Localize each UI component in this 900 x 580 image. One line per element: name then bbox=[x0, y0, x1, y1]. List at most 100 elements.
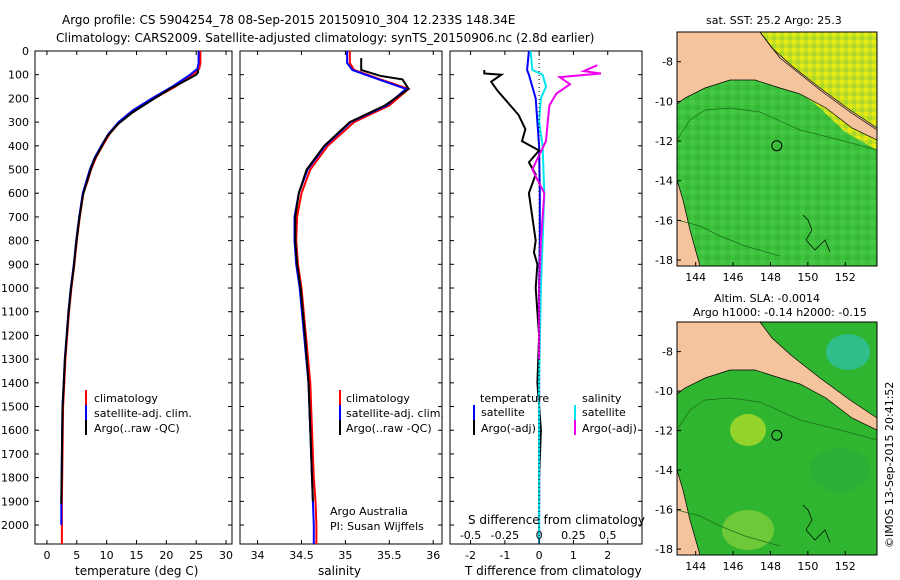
depth-tick-label: 2000 bbox=[1, 519, 29, 532]
lon-tick-label: 148 bbox=[760, 271, 781, 284]
depth-tick-label: 800 bbox=[8, 235, 29, 248]
difference-panel-frame bbox=[449, 50, 643, 545]
annotation-argo-australia: Argo Australia bbox=[330, 505, 408, 518]
depth-tick-label: 600 bbox=[8, 187, 29, 200]
lon-tick-label: 150 bbox=[797, 560, 818, 573]
difference-x-label-top: S difference from climatology bbox=[468, 513, 645, 527]
difference-x-label: T difference from climatology bbox=[464, 564, 642, 578]
depth-axis: 0 100 200 300 400 500 600 700 800 900 1000 1100 1200… bbox=[1, 45, 642, 532]
depth-tick-label: 200 bbox=[8, 92, 29, 105]
sla-land-png bbox=[677, 322, 877, 431]
sla-high-anomaly bbox=[722, 510, 774, 550]
lat-tick-label: -16 bbox=[655, 214, 673, 227]
depth-tick-label: 1700 bbox=[1, 448, 29, 461]
lon-tick-label: 144 bbox=[685, 560, 706, 573]
depth-tick-label: 0 bbox=[22, 45, 29, 58]
legend-label-s-satellite: satellite bbox=[582, 406, 626, 419]
depth-tick-label: 500 bbox=[8, 164, 29, 177]
x-tick-label: 25 bbox=[189, 549, 203, 562]
salinity-series bbox=[293, 51, 411, 544]
lat-tick-label: -14 bbox=[655, 464, 673, 477]
x-tick-label: 20 bbox=[159, 549, 173, 562]
lat-tick-label: -8 bbox=[662, 56, 673, 69]
difference-series bbox=[483, 51, 602, 544]
series-line-satellite-adj-clim- bbox=[60, 51, 200, 525]
depth-tick-label: 1300 bbox=[1, 353, 29, 366]
s-diff-tick-label: -0.5 bbox=[460, 529, 481, 542]
depth-tick-label: 1100 bbox=[1, 306, 29, 319]
sst-coastline bbox=[677, 32, 877, 131]
lat-tick-label: -8 bbox=[662, 346, 673, 359]
sla-map-title-line2: Argo h1000: -0.14 h2000: -0.15 bbox=[693, 306, 867, 319]
legend-label-climatology: climatology bbox=[346, 392, 410, 405]
series-line-t-argo bbox=[483, 70, 542, 504]
difference-x-ticks: -2 -1 0 1 2 -0.5 -0.25 0 0.25 0.5 bbox=[460, 51, 616, 562]
x-tick-label: 0 bbox=[43, 549, 50, 562]
series-line-climatology bbox=[60, 51, 202, 544]
lon-tick-label: 146 bbox=[723, 560, 744, 573]
series-line-argo bbox=[294, 58, 410, 502]
lat-tick-label: -14 bbox=[655, 175, 673, 188]
lon-tick-label: 148 bbox=[760, 560, 781, 573]
sla-high-anomaly bbox=[730, 414, 766, 446]
x-tick-label: 15 bbox=[129, 549, 143, 562]
depth-tick-label: 1500 bbox=[1, 401, 29, 414]
sst-land-png bbox=[677, 32, 877, 141]
depth-tick-label: 400 bbox=[8, 140, 29, 153]
sla-map-ticks: 144 146 148 150 152 -8 -10 -12 -14 -16 -18 bbox=[655, 346, 856, 573]
sst-map-frame bbox=[676, 31, 878, 267]
depth-tick-label: 700 bbox=[8, 211, 29, 224]
lon-tick-label: 146 bbox=[723, 271, 744, 284]
legend-title-salinity: salinity bbox=[582, 392, 622, 405]
legend-label-s-argo: Argo(-adj) bbox=[582, 422, 637, 435]
salinity-panel-frame bbox=[239, 50, 443, 545]
x-tick-label: 2 bbox=[604, 549, 611, 562]
temperature-series bbox=[60, 51, 202, 544]
x-tick-label: -2 bbox=[465, 549, 476, 562]
x-tick-label: 35.5 bbox=[377, 549, 402, 562]
legend-label-t-satellite: satellite bbox=[481, 406, 525, 419]
legend-label-satellite: satellite-adj. clim. bbox=[346, 407, 444, 420]
credit-timestamp: ©IMOS 13-Sep-2015 20:41:52 bbox=[883, 382, 896, 548]
s-diff-tick-label: 0 bbox=[536, 529, 543, 542]
legend-label-argo: Argo(..raw -QC) bbox=[346, 422, 432, 435]
legend-label-satellite: satellite-adj. clim. bbox=[94, 407, 192, 420]
temperature-panel-frame bbox=[34, 50, 233, 545]
depth-tick-label: 1600 bbox=[1, 424, 29, 437]
depth-tick-label: 1200 bbox=[1, 329, 29, 342]
sla-map bbox=[677, 322, 877, 555]
depth-tick-label: 1900 bbox=[1, 495, 29, 508]
sst-profile-marker bbox=[771, 140, 783, 152]
lon-tick-label: 152 bbox=[835, 560, 856, 573]
sla-bathymetry-contour bbox=[677, 397, 877, 441]
sst-map bbox=[677, 32, 877, 266]
x-tick-label: 1 bbox=[570, 549, 577, 562]
x-tick-label: 35 bbox=[338, 549, 352, 562]
legend-title-temperature: temperature bbox=[480, 392, 549, 405]
s-diff-tick-label: -0.25 bbox=[491, 529, 519, 542]
depth-tick-label: 300 bbox=[8, 116, 29, 129]
legend-label-t-argo: Argo(-adj) bbox=[481, 422, 536, 435]
lat-tick-label: -18 bbox=[655, 254, 673, 267]
temperature-legend: climatology satellite-adj. clim. Argo(..… bbox=[85, 390, 192, 435]
x-tick-label: 0 bbox=[536, 549, 543, 562]
salinity-x-label: salinity bbox=[318, 564, 361, 578]
sla-land-australia bbox=[677, 469, 701, 555]
annotation-pi: PI: Susan Wijffels bbox=[330, 520, 424, 533]
sla-profile-marker bbox=[771, 429, 783, 441]
lat-tick-label: -16 bbox=[655, 504, 673, 517]
s-diff-tick-label: 0.25 bbox=[561, 529, 586, 542]
lat-tick-label: -10 bbox=[655, 385, 673, 398]
lon-tick-label: 144 bbox=[685, 271, 706, 284]
x-tick-label: 5 bbox=[73, 549, 80, 562]
series-line-argo bbox=[60, 70, 199, 504]
sla-anomaly bbox=[810, 448, 870, 492]
sst-bathymetry-contour bbox=[677, 107, 877, 151]
sla-map-title-line1: Altim. SLA: -0.0014 bbox=[714, 292, 820, 305]
sla-low-anomaly bbox=[826, 334, 870, 370]
depth-tick-label: 1000 bbox=[1, 282, 29, 295]
x-tick-label: 34.5 bbox=[289, 549, 314, 562]
lat-tick-label: -18 bbox=[655, 543, 673, 556]
lat-tick-label: -12 bbox=[655, 135, 673, 148]
